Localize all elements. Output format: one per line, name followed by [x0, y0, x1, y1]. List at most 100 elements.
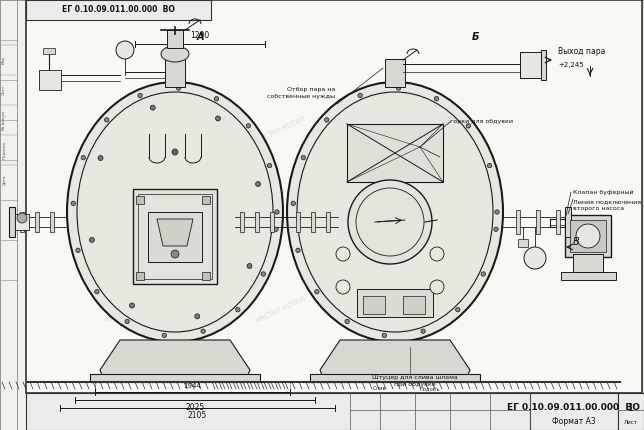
Circle shape	[214, 96, 219, 101]
Bar	[202, 196, 210, 204]
Text: Линия подключения
второго насоса: Линия подключения второго насоса	[573, 199, 641, 211]
Text: МАСТЕР-КОТЕЛ: МАСТЕР-КОТЕЛ	[104, 216, 156, 244]
Text: Дата: Дата	[2, 175, 6, 185]
Bar	[311, 212, 315, 232]
Circle shape	[95, 289, 99, 294]
Text: МАСТЕР-КОТЕЛ: МАСТЕР-КОТЕЛ	[404, 216, 456, 244]
Circle shape	[336, 280, 350, 294]
Text: 2025: 2025	[185, 403, 205, 412]
Circle shape	[495, 210, 499, 214]
Bar	[39, 70, 61, 90]
Bar	[35, 212, 39, 232]
Text: МАСТЕР-КОТЕЛ: МАСТЕР-КОТЕЛ	[104, 116, 156, 144]
Circle shape	[261, 272, 265, 276]
Circle shape	[336, 247, 350, 261]
Bar	[240, 212, 244, 232]
Polygon shape	[320, 340, 470, 382]
Circle shape	[236, 307, 240, 312]
Text: МАСТЕР-КОТЕЛ: МАСТЕР-КОТЕЛ	[404, 296, 456, 324]
Circle shape	[247, 264, 252, 268]
Bar	[26, 0, 211, 20]
Text: МАСТЕР-КОТЕЛ: МАСТЕР-КОТЕЛ	[104, 296, 156, 324]
Circle shape	[434, 96, 439, 101]
Circle shape	[267, 163, 272, 168]
Bar	[347, 124, 443, 182]
Bar	[255, 212, 259, 232]
Circle shape	[291, 201, 296, 206]
Circle shape	[358, 93, 363, 98]
Circle shape	[176, 86, 181, 90]
Text: 1290: 1290	[191, 31, 210, 40]
Circle shape	[98, 156, 103, 160]
Circle shape	[201, 329, 205, 333]
Bar	[148, 212, 202, 262]
Text: 2105: 2105	[188, 411, 207, 420]
Text: МАСТЕР-КОТЕЛ: МАСТЕР-КОТЕЛ	[404, 116, 456, 144]
Bar	[0, 0, 17, 430]
Text: Подобъ: Подобъ	[420, 386, 440, 391]
Circle shape	[216, 116, 220, 121]
Polygon shape	[157, 219, 193, 246]
Circle shape	[275, 210, 279, 214]
Bar	[561, 272, 616, 280]
Circle shape	[76, 248, 80, 252]
Bar	[9, 207, 15, 237]
Bar	[167, 30, 183, 48]
Circle shape	[382, 333, 386, 338]
Text: ЕГ 0.10.09.011.00.000  ВО: ЕГ 0.10.09.011.00.000 ВО	[62, 6, 175, 15]
Text: Подпись: Подпись	[2, 141, 6, 159]
Circle shape	[138, 93, 142, 98]
Circle shape	[194, 314, 200, 319]
Circle shape	[104, 118, 109, 122]
Circle shape	[81, 155, 86, 160]
Text: 1944: 1944	[184, 383, 202, 389]
Bar	[310, 374, 480, 382]
Circle shape	[488, 163, 492, 168]
Circle shape	[125, 319, 129, 324]
Text: Штуцер для слива шлама
при обдувке: Штуцер для слива шлама при обдувке	[372, 375, 458, 387]
Circle shape	[345, 319, 349, 324]
Circle shape	[90, 237, 95, 243]
Bar	[518, 239, 528, 247]
Bar	[136, 272, 144, 280]
Text: ЕГ 0.10.09.011.00.000  ВО: ЕГ 0.10.09.011.00.000 ВО	[507, 403, 641, 412]
Bar	[133, 189, 217, 284]
Circle shape	[256, 181, 261, 187]
Text: А: А	[196, 32, 204, 42]
Circle shape	[296, 248, 300, 252]
Circle shape	[481, 272, 486, 276]
Circle shape	[430, 280, 444, 294]
Bar	[520, 52, 542, 78]
Bar	[17, 0, 26, 430]
Circle shape	[315, 289, 319, 294]
Circle shape	[494, 227, 498, 231]
Circle shape	[430, 247, 444, 261]
Text: Лист: Лист	[624, 420, 638, 424]
Text: Лист: Лист	[2, 85, 6, 95]
Bar	[20, 212, 24, 232]
Circle shape	[150, 105, 155, 110]
Text: Формат А3: Формат А3	[552, 418, 596, 427]
Bar	[530, 393, 618, 430]
Circle shape	[274, 227, 278, 231]
Text: Б: Б	[471, 32, 478, 42]
Polygon shape	[100, 340, 250, 382]
Circle shape	[348, 180, 432, 264]
Bar	[15, 214, 29, 230]
Bar	[270, 212, 274, 232]
Text: МАСТЕР-КОТЕЛ: МАСТЕР-КОТЕЛ	[254, 296, 306, 324]
Text: Изм: Изм	[2, 56, 6, 64]
Bar	[296, 212, 300, 232]
Bar	[26, 393, 642, 430]
Bar	[202, 272, 210, 280]
Bar	[516, 210, 520, 234]
Circle shape	[455, 307, 460, 312]
Text: В: В	[573, 237, 580, 247]
Circle shape	[466, 124, 471, 128]
Text: +2,245: +2,245	[558, 62, 583, 68]
Text: № докум: № докум	[2, 111, 6, 129]
Bar	[363, 296, 385, 314]
Ellipse shape	[67, 82, 283, 342]
Bar	[138, 194, 212, 279]
Circle shape	[246, 124, 251, 128]
